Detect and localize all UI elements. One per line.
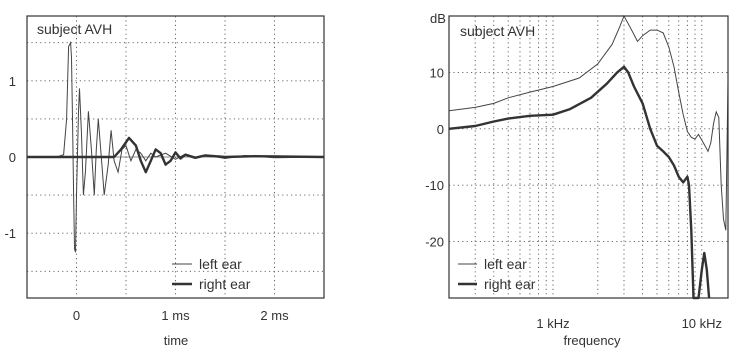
impulse-x-axis-label: time xyxy=(164,333,189,348)
frequency-series-left-ear xyxy=(448,14,729,231)
frequency-x-tick-label: 1 kHz xyxy=(536,316,569,331)
impulse-y-tick-label: 0 xyxy=(9,150,16,165)
impulse-legend-left-ear-label: left ear xyxy=(199,256,242,272)
frequency-x-tick-label: 10 kHz xyxy=(682,316,722,331)
impulse-legend: left ear right ear xyxy=(172,256,251,292)
impulse-y-tick-label: -1 xyxy=(4,226,16,241)
impulse-legend-right-ear-label: right ear xyxy=(199,276,251,292)
impulse-tick-labels: 0 1 ms 2 ms 1 0 -1 xyxy=(4,74,289,323)
frequency-y-axis-label: dB xyxy=(430,11,446,26)
impulse-series-right-ear xyxy=(27,136,325,174)
frequency-legend-left-ear-label: left ear xyxy=(484,256,527,272)
frequency-tick-labels: 1 kHz 10 kHz 10 0 -10 -20 xyxy=(425,65,722,331)
frequency-chart-title: subject AVH xyxy=(460,23,535,39)
frequency-legend: left ear right ear xyxy=(458,256,536,292)
frequency-plot-frame xyxy=(448,15,729,299)
impulse-plot-frame xyxy=(26,15,325,299)
frequency-y-tick-label: 10 xyxy=(430,65,444,80)
impulse-x-tick-label: 2 ms xyxy=(260,308,289,323)
impulse-chart-title: subject AVH xyxy=(37,21,112,37)
impulse-x-tick-label: 0 xyxy=(73,308,80,323)
frequency-y-tick-label: 0 xyxy=(437,122,444,137)
impulse-x-tick-label: 1 ms xyxy=(161,308,190,323)
frequency-y-tick-label: -20 xyxy=(425,235,444,250)
frequency-response-chart: 1 kHz 10 kHz 10 0 -10 -20 dB subject AVH freq… xyxy=(425,11,729,348)
frequency-x-axis-label: frequency xyxy=(563,333,621,348)
impulse-series xyxy=(27,40,325,253)
frequency-legend-right-ear-label: right ear xyxy=(484,276,536,292)
impulse-response-chart: 0 1 ms 2 ms 1 0 -1 subject AVH time left ear … xyxy=(4,15,325,348)
frequency-y-tick-label: -10 xyxy=(425,178,444,193)
impulse-y-tick-label: 1 xyxy=(9,74,16,89)
